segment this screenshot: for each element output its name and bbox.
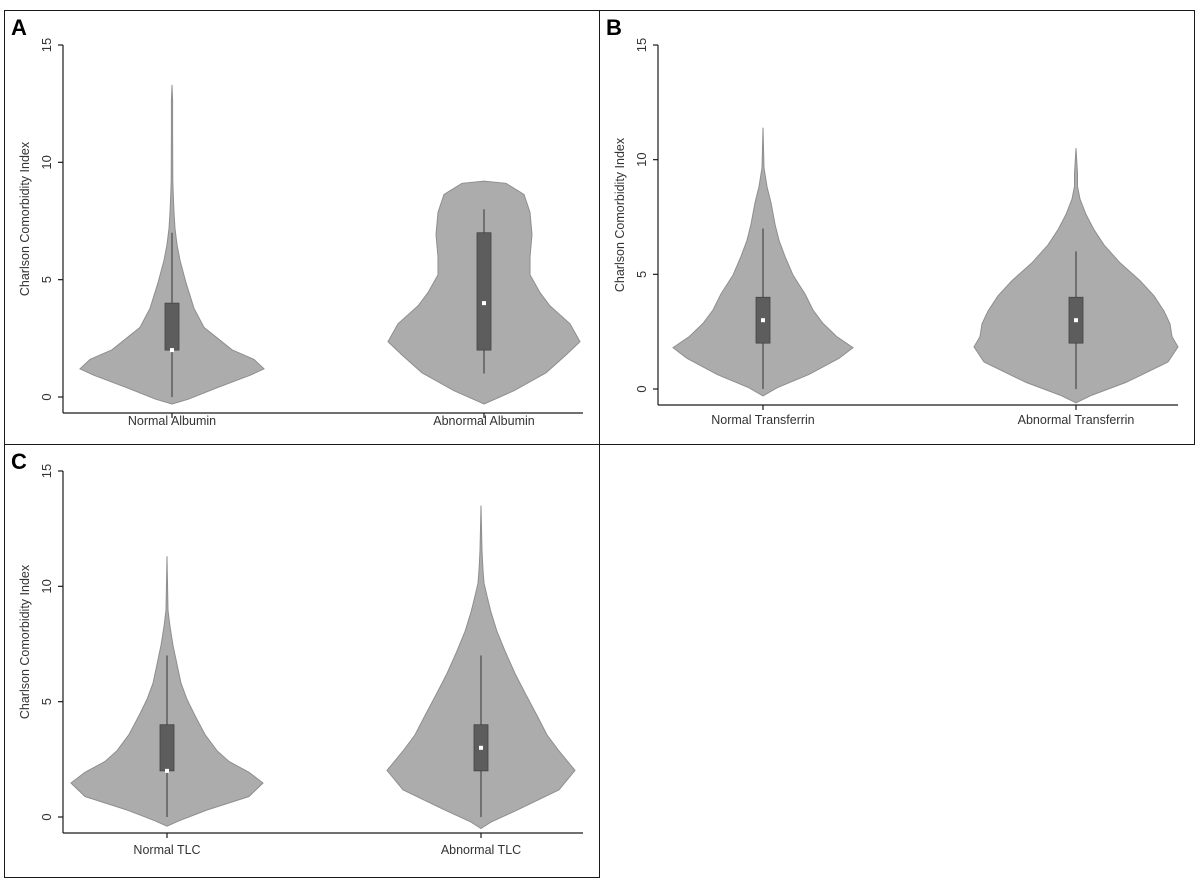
y-tick-label: 5	[39, 276, 54, 283]
y-axis-label: Charlson Comorbidity Index	[613, 137, 627, 292]
iqr-box-c-0	[159, 724, 175, 772]
y-tick-label: 15	[634, 38, 649, 52]
panel-label-b: B	[606, 15, 622, 40]
violin-chart-c: 0 5 10 15 Charlson Comorbidity Index Normal T…	[18, 464, 583, 857]
category-label: Normal Transferrin	[711, 413, 815, 427]
panel-a: A 0 5 10 15 Charlson Comorbidity Index Normal…	[4, 10, 600, 445]
y-tick-label: 15	[39, 38, 54, 52]
y-tick-label: 10	[39, 579, 54, 593]
violin-chart-b: 0 5 10 15 Charlson Comorbidity Index Normal T…	[613, 38, 1179, 427]
category-label: Normal TLC	[133, 843, 200, 857]
median-marker-c-1	[479, 745, 483, 750]
iqr-box-a-1	[476, 232, 492, 351]
median-marker-a-0	[170, 348, 174, 353]
median-marker-a-1	[482, 301, 486, 306]
category-label: Abnormal Transferrin	[1018, 413, 1135, 427]
y-tick-label: 15	[39, 464, 54, 478]
panel-label-a: A	[11, 15, 27, 40]
panel-b: B 0 5 10 15 Charlson Comorbidity Index Normal…	[599, 10, 1195, 445]
category-label: Abnormal TLC	[441, 843, 521, 857]
violin-chart-a: 0 5 10 15 Charlson Comorbidity Index Normal A…	[18, 38, 583, 428]
y-tick-label: 5	[634, 271, 649, 278]
median-marker-c-0	[165, 768, 169, 773]
y-tick-label: 10	[39, 155, 54, 169]
panel-c: C 0 5 10 15 Charlson Comorbidity Index Normal…	[4, 444, 600, 878]
y-tick-label: 0	[39, 813, 54, 820]
y-tick-label: 10	[634, 152, 649, 166]
median-marker-b-0	[761, 318, 765, 323]
category-label: Normal Albumin	[128, 414, 216, 428]
iqr-box-a-0	[164, 302, 180, 351]
y-tick-label: 0	[39, 393, 54, 400]
panel-label-c: C	[11, 449, 27, 474]
y-axis-label: Charlson Comorbidity Index	[18, 141, 32, 296]
y-tick-label: 5	[39, 698, 54, 705]
y-axis-label: Charlson Comorbidity Index	[18, 564, 32, 719]
category-label: Abnormal Albumin	[433, 414, 534, 428]
median-marker-b-1	[1074, 318, 1078, 323]
y-tick-label: 0	[634, 385, 649, 392]
